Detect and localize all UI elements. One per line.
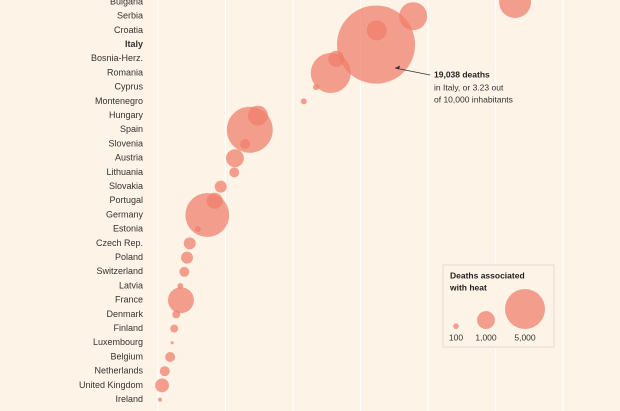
bubble [155,378,169,393]
bubble [194,226,201,233]
bubble [312,84,319,91]
legend-title: Deaths associated [450,270,525,280]
legend-bubble [504,288,546,330]
category-label: Serbia [117,11,143,21]
annotation-arrow [394,67,431,76]
annotation-text: in Italy, or 3.23 out [434,82,504,92]
legend-label: 1,000 [475,332,497,342]
category-label: Ireland [115,394,143,404]
category-label: Portugal [109,195,143,205]
legend-label: 5,000 [514,332,536,342]
bubble [158,397,163,402]
category-label: Austria [115,153,143,163]
category-label: Romania [107,67,143,77]
category-label: Netherlands [94,366,143,376]
category-label: Slovakia [109,181,143,191]
bubble [181,251,194,264]
bubble [300,98,307,105]
bubble [165,352,176,362]
category-label: Finland [113,323,143,333]
bubble [226,106,273,153]
category-label: Switzerland [96,266,143,276]
annotation-text: of 10,000 inhabitants [434,94,513,104]
category-label: Spain [120,124,143,134]
category-label: United Kingdom [79,380,143,390]
category-label: Lithuania [106,167,143,177]
bubble [159,366,170,377]
category-label: Slovenia [108,138,143,148]
annotation-title: 19,038 deaths [434,69,490,79]
category-label: Cyprus [114,82,143,92]
legend-label: 100 [449,332,463,342]
legend-bubble [477,311,495,329]
category-label: Bulgaria [110,0,143,6]
bubble [170,341,174,345]
arrow-head [395,65,400,70]
category-label: Hungary [109,110,144,120]
category-label: Belgium [110,351,143,361]
bubble [167,287,194,314]
bubble [183,237,196,250]
category-label: France [115,295,143,305]
category-label: Croatia [114,25,143,35]
bubble [229,167,240,178]
bubble [336,5,416,84]
category-label: Montenegro [95,96,143,106]
bubble [170,324,179,333]
bubble [172,310,181,319]
bubble [179,266,190,277]
category-label: Poland [115,252,143,262]
category-label: Luxembourg [93,337,143,347]
category-label: Czech Rep. [96,238,143,248]
bubble [214,180,227,193]
bubble [310,52,351,94]
category-label: Germany [106,209,144,219]
bubble [240,139,251,149]
category-label: Italy [125,39,143,49]
bubble [499,0,532,19]
legend-title: with heat [449,282,487,292]
bubble [226,149,244,168]
category-label: Denmark [106,309,143,319]
category-label: Latvia [119,280,143,290]
category-label: Estonia [113,224,143,234]
bubble [185,193,230,237]
legend-bubble [453,323,459,330]
category-label: Bosnia-Herz. [91,53,143,63]
